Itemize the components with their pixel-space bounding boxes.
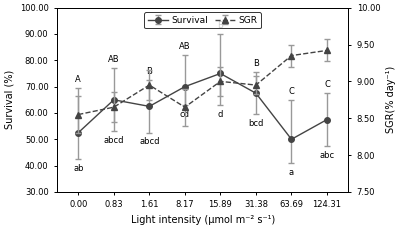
Text: C: C — [324, 80, 330, 89]
Y-axis label: Survival (%): Survival (%) — [4, 70, 14, 129]
Text: B: B — [218, 21, 223, 30]
Y-axis label: SGR(% day⁻¹): SGR(% day⁻¹) — [386, 66, 396, 134]
Text: a: a — [289, 168, 294, 177]
Text: AB: AB — [108, 55, 120, 64]
X-axis label: Light intensity (μmol m⁻² s⁻¹): Light intensity (μmol m⁻² s⁻¹) — [130, 215, 275, 225]
Text: B: B — [146, 67, 152, 76]
Text: abc: abc — [320, 151, 334, 160]
Text: B: B — [253, 59, 259, 68]
Text: abcd: abcd — [104, 136, 124, 145]
Text: abcd: abcd — [139, 137, 160, 147]
Text: A: A — [75, 75, 81, 84]
Legend: Survival, SGR: Survival, SGR — [144, 12, 261, 28]
Text: cd: cd — [180, 110, 190, 119]
Text: bcd: bcd — [248, 119, 264, 128]
Text: C: C — [288, 87, 294, 96]
Text: AB: AB — [179, 42, 191, 51]
Text: ab: ab — [73, 164, 84, 173]
Text: d: d — [218, 110, 223, 119]
